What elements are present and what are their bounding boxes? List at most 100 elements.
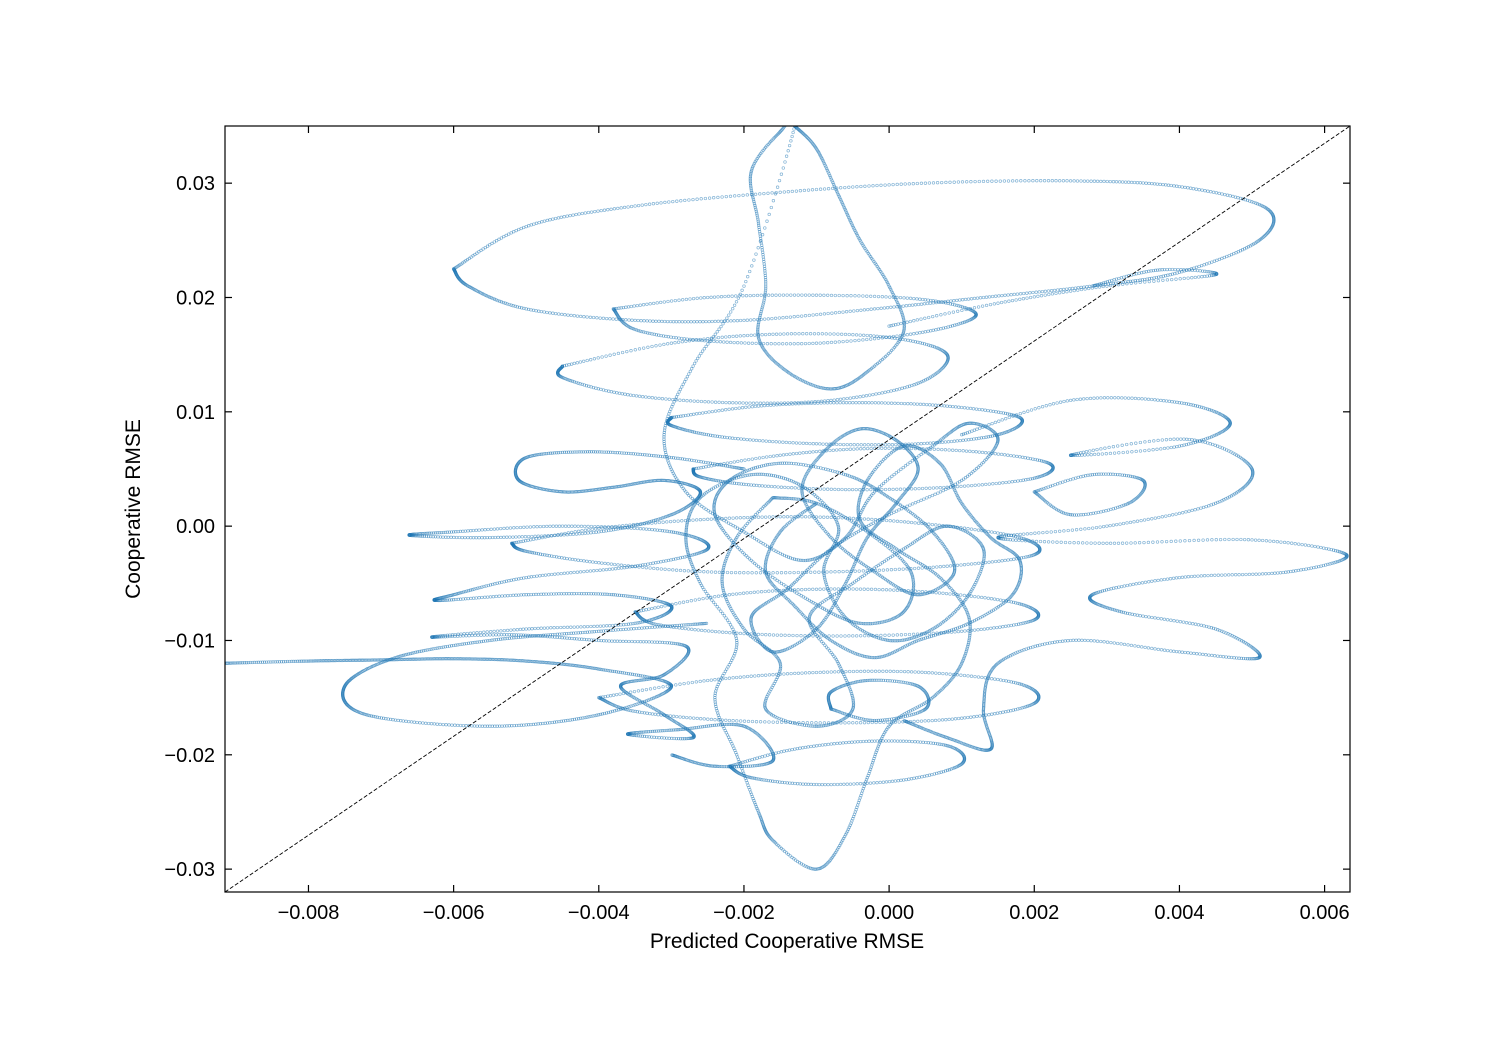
data-point: [851, 564, 856, 569]
data-point: [716, 520, 720, 524]
data-point: [560, 524, 565, 528]
data-point: [847, 217, 852, 221]
data-point: [619, 566, 624, 570]
data-point: [488, 535, 492, 540]
data-point: [585, 569, 589, 573]
data-point: [795, 120, 798, 123]
data-point: [874, 621, 878, 625]
data-point: [740, 288, 744, 292]
data-point: [757, 338, 762, 343]
data-point: [552, 626, 556, 630]
data-point: [919, 498, 923, 502]
data-point: [541, 573, 545, 578]
data-point: [407, 719, 411, 724]
data-point: [826, 170, 830, 174]
data-point: [794, 122, 797, 125]
data-point: [908, 503, 912, 507]
data-point: [813, 724, 817, 728]
data-point: [749, 623, 754, 628]
data-point: [789, 139, 793, 143]
data-point: [760, 308, 764, 312]
data-point: [553, 572, 557, 576]
data-point: [724, 597, 729, 602]
data-point: [663, 446, 667, 450]
data-point: [776, 496, 780, 500]
data-point: [848, 219, 852, 223]
data-point: [828, 175, 833, 179]
data-point: [847, 215, 851, 220]
data-point: [559, 625, 563, 630]
data-point: [982, 553, 986, 557]
data-point: [756, 246, 760, 250]
data-point: [748, 181, 753, 186]
data-point: [851, 697, 855, 701]
data-point: [892, 616, 896, 620]
data-point: [608, 624, 612, 628]
data-point: [502, 628, 506, 633]
data-point: [886, 282, 890, 287]
data-point: [516, 593, 521, 597]
data-point: [704, 507, 708, 511]
data-point: [681, 382, 685, 386]
data-point: [908, 460, 912, 465]
data-point: [792, 127, 796, 131]
data-point: [506, 594, 510, 598]
data-point: [396, 718, 400, 723]
data-point: [811, 500, 815, 504]
data-point: [807, 615, 811, 620]
data-point: [753, 561, 757, 566]
data-point: [650, 640, 654, 644]
data-point: [900, 310, 904, 315]
data-point: [813, 384, 818, 388]
data-point: [601, 568, 605, 572]
data-point: [575, 570, 580, 574]
data-point: [682, 380, 687, 384]
data-point: [750, 627, 755, 631]
data-point: [850, 695, 855, 699]
data-point: [759, 464, 764, 468]
data-point: [760, 306, 764, 310]
data-point: [763, 701, 767, 706]
data-point: [823, 643, 827, 647]
data-point: [754, 207, 758, 211]
data-point: [841, 472, 846, 476]
data-point: [702, 506, 706, 510]
data-point: [771, 575, 775, 580]
data-point: [821, 386, 826, 390]
data-point: [653, 528, 657, 532]
data-point: [748, 183, 753, 187]
data-point: [803, 558, 808, 563]
data-point: [748, 269, 752, 274]
data-point: [778, 661, 782, 665]
data-point: [492, 629, 496, 634]
data-point: [720, 574, 724, 578]
data-point: [592, 569, 596, 573]
data-point: [756, 564, 761, 569]
data-point: [901, 465, 905, 470]
data-point: [879, 483, 884, 487]
data-point: [576, 524, 580, 528]
data-point: [652, 640, 657, 644]
data-point: [727, 313, 731, 317]
data-point: [469, 529, 473, 533]
data-point: [750, 166, 754, 171]
data-point: [841, 616, 845, 621]
data-point: [748, 173, 753, 177]
data-point: [750, 168, 754, 172]
data-point: [790, 117, 793, 120]
data-point: [648, 561, 653, 566]
data-point: [697, 354, 701, 358]
data-point: [856, 554, 860, 559]
data-point: [756, 327, 760, 332]
data-point: [755, 511, 760, 515]
data-point: [700, 349, 705, 353]
data-point: [754, 209, 758, 213]
data-point: [750, 625, 754, 629]
data-point: [795, 497, 799, 501]
data-point: [538, 524, 542, 529]
data-point: [702, 347, 706, 351]
data-point: [646, 562, 650, 566]
data-point: [909, 598, 913, 602]
data-point: [582, 569, 586, 574]
data-point: [466, 535, 470, 540]
